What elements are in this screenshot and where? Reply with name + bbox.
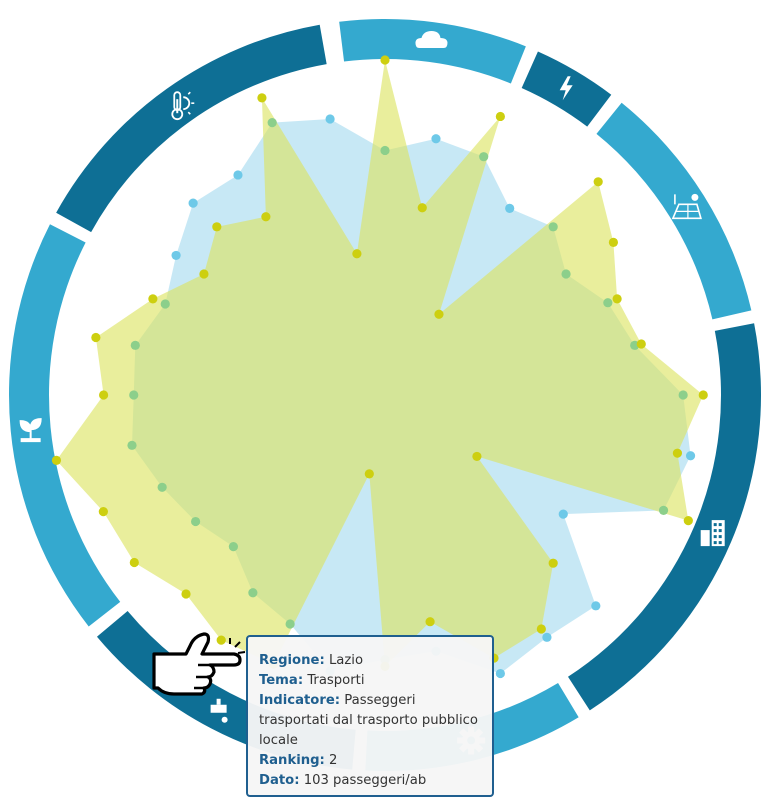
point-blue-3[interactable] <box>505 203 515 213</box>
point-blue-23[interactable] <box>127 440 137 450</box>
point-yellow-7[interactable] <box>636 339 646 349</box>
point-yellow-20[interactable] <box>181 589 191 599</box>
point-blue-25[interactable] <box>130 340 140 350</box>
ring-segment[interactable] <box>596 102 752 320</box>
point-blue-27[interactable] <box>171 250 181 261</box>
point-yellow-6[interactable] <box>612 294 622 304</box>
point-yellow-0[interactable] <box>380 55 390 65</box>
point-blue-2[interactable] <box>479 152 489 162</box>
point-yellow-8[interactable] <box>698 390 708 400</box>
data-tooltip: Regione: Lazio Tema: Trasporti Indicator… <box>246 635 494 797</box>
point-blue-30[interactable] <box>267 118 277 128</box>
point-yellow-10[interactable] <box>683 516 693 526</box>
point-blue-1[interactable] <box>431 134 441 144</box>
point-yellow-28[interactable] <box>212 222 222 232</box>
point-yellow-24[interactable] <box>99 390 109 400</box>
cloud-icon <box>415 31 448 49</box>
point-yellow-31[interactable] <box>352 249 362 259</box>
point-yellow-15[interactable] <box>425 617 435 627</box>
point-blue-10[interactable] <box>658 505 669 515</box>
radar-series <box>56 60 704 674</box>
point-yellow-13[interactable] <box>536 624 546 634</box>
point-blue-21[interactable] <box>190 516 201 527</box>
point-yellow-1[interactable] <box>417 203 427 213</box>
point-blue-29[interactable] <box>233 170 243 180</box>
point-blue-14[interactable] <box>495 668 505 679</box>
ring-segment[interactable] <box>9 224 121 627</box>
point-blue-26[interactable] <box>160 299 170 309</box>
point-blue-12[interactable] <box>591 601 601 611</box>
point-yellow-23[interactable] <box>51 455 62 465</box>
buildings-icon <box>700 520 725 547</box>
point-yellow-3[interactable] <box>434 309 444 319</box>
plant-icon <box>19 418 42 443</box>
point-yellow-25[interactable] <box>91 332 101 343</box>
water-tap-icon <box>210 698 228 723</box>
point-yellow-27[interactable] <box>199 269 209 279</box>
point-yellow-12[interactable] <box>548 558 558 568</box>
tooltip-indicatore: Indicatore: Passeggeri trasportati dal t… <box>259 693 478 748</box>
point-yellow-21[interactable] <box>129 557 139 568</box>
point-yellow-11[interactable] <box>472 451 482 462</box>
point-blue-20[interactable] <box>228 542 238 552</box>
point-blue-5[interactable] <box>561 269 571 279</box>
tooltip-dato: Dato: 103 passeggeri/ab <box>259 773 427 788</box>
point-yellow-22[interactable] <box>98 507 108 517</box>
point-yellow-9[interactable] <box>672 448 683 458</box>
point-blue-6[interactable] <box>603 298 613 308</box>
point-yellow-26[interactable] <box>148 294 158 304</box>
point-blue-4[interactable] <box>548 222 558 232</box>
ring-segment[interactable] <box>567 323 761 711</box>
lightning-icon <box>559 76 573 101</box>
tooltip-regione: Regione: Lazio <box>259 653 364 668</box>
series-area-yellow <box>56 60 704 667</box>
point-blue-0[interactable] <box>380 145 390 156</box>
point-yellow-2[interactable] <box>495 111 505 122</box>
point-yellow-30[interactable] <box>257 93 267 103</box>
point-yellow-4[interactable] <box>593 177 603 187</box>
tooltip-tema: Tema: Trasporti <box>259 673 365 688</box>
point-blue-31[interactable] <box>325 114 335 124</box>
point-blue-28[interactable] <box>188 198 198 208</box>
point-yellow-29[interactable] <box>261 212 271 222</box>
point-yellow-5[interactable] <box>608 237 619 247</box>
solar-wind-icon <box>671 193 702 220</box>
point-blue-22[interactable] <box>157 482 167 492</box>
point-blue-18[interactable] <box>285 619 295 629</box>
point-blue-24[interactable] <box>129 390 139 400</box>
pointing-hand-icon <box>152 632 246 696</box>
point-blue-9[interactable] <box>685 451 696 461</box>
ring-segment[interactable] <box>339 18 526 84</box>
point-blue-8[interactable] <box>678 390 688 400</box>
thermometer-sun-icon <box>171 91 195 121</box>
point-yellow-19[interactable] <box>216 635 226 645</box>
point-blue-11[interactable] <box>558 509 568 519</box>
ring-segment[interactable] <box>56 24 327 233</box>
point-yellow-17[interactable] <box>364 469 374 479</box>
theme-ring <box>9 18 761 771</box>
point-blue-13[interactable] <box>542 632 552 642</box>
point-blue-19[interactable] <box>248 588 258 598</box>
tooltip-ranking: Ranking: 2 <box>259 753 338 768</box>
